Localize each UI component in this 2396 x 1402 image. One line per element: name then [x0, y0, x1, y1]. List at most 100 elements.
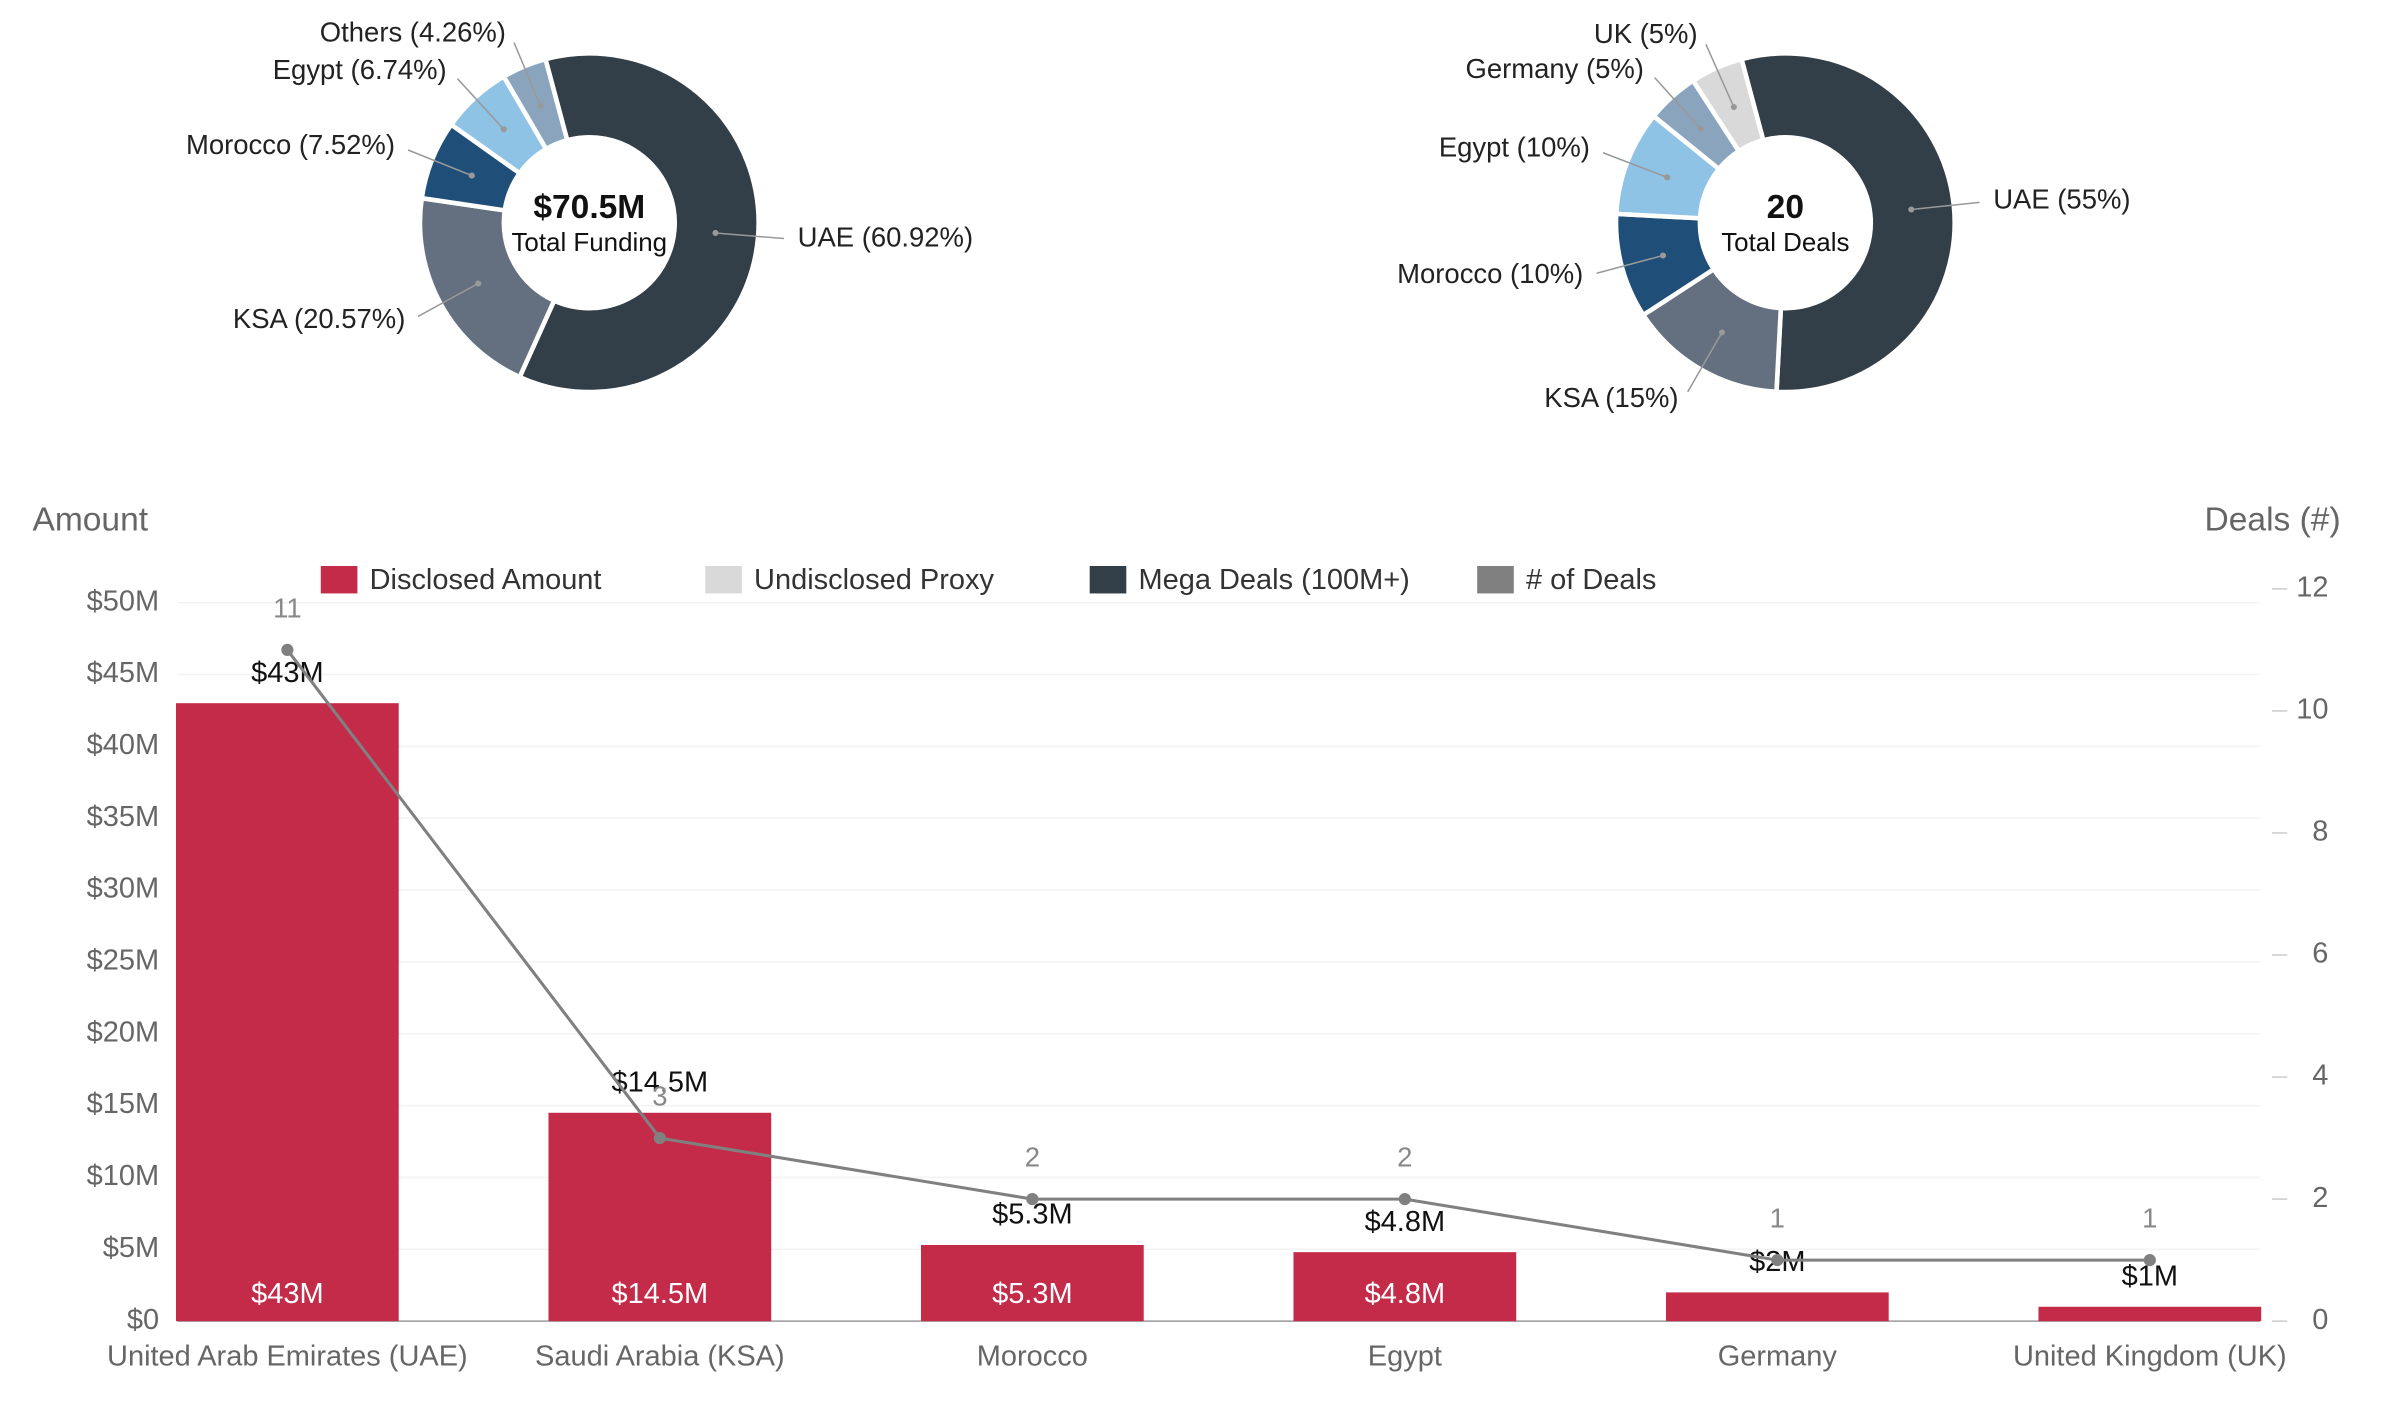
- leader-dot: [1697, 125, 1704, 132]
- leader-dot: [1730, 104, 1737, 111]
- y-tick-label: $20M: [87, 1016, 159, 1048]
- legend-swatch: [1089, 565, 1127, 594]
- y-tick-label: $5M: [103, 1232, 159, 1264]
- y-axis-title: Amount: [32, 502, 148, 539]
- y-tick-label: $25M: [87, 945, 159, 977]
- leader-line: [1911, 201, 1980, 211]
- legend-label: # of Deals: [1526, 564, 1656, 596]
- donut-slice: [417, 195, 558, 381]
- y2-tick-label: 0: [2312, 1304, 2328, 1336]
- x-tick-label: Saudi Arabia (KSA): [535, 1340, 785, 1372]
- bar: [1665, 1292, 1889, 1322]
- center-value: 20: [1767, 189, 1804, 226]
- donut-slice: [500, 56, 570, 153]
- deals-line: [286, 648, 2150, 1262]
- slice-label: Egypt (6.74%): [273, 54, 447, 85]
- donut-slice: [1738, 51, 1957, 395]
- y-tick-label: $30M: [87, 873, 159, 905]
- bar-inner-label: $14.5M: [612, 1278, 709, 1310]
- slice-label: Germany (5%): [1465, 53, 1643, 84]
- y2-tick-label: 12: [2296, 572, 2328, 604]
- y2-tick-label: 8: [2312, 816, 2328, 848]
- leader-dot: [475, 280, 482, 287]
- bar-inner-label: $4.8M: [1365, 1278, 1446, 1310]
- y2-tick-label: 2: [2312, 1182, 2328, 1214]
- leader-line: [456, 78, 505, 130]
- leader-dot: [1659, 252, 1667, 259]
- leader-dot: [468, 172, 475, 179]
- slice-label: Others (4.26%): [320, 16, 506, 47]
- x-tick-label: Morocco: [977, 1340, 1088, 1372]
- legend-swatch: [320, 565, 358, 594]
- leader-dot: [1664, 174, 1671, 181]
- deals-label: 3: [652, 1081, 667, 1112]
- slice-label: Morocco (7.52%): [186, 129, 395, 160]
- bar: [920, 1244, 1144, 1322]
- x-tick-label: United Arab Emirates (UAE): [107, 1340, 468, 1372]
- legend-label: Disclosed Amount: [370, 564, 602, 596]
- bar: [548, 1112, 772, 1322]
- legend-label: Mega Deals (100M+): [1139, 564, 1410, 596]
- deals-point: [1026, 1192, 1039, 1206]
- leader-line: [1705, 44, 1735, 108]
- total-label: $14.5M: [612, 1066, 709, 1098]
- x-tick-label: Germany: [1718, 1340, 1838, 1372]
- deals-point: [653, 1131, 666, 1145]
- bar: [1293, 1252, 1517, 1322]
- deals-label: 2: [1397, 1142, 1412, 1173]
- donut-slice: [1689, 56, 1767, 155]
- deals-point: [2143, 1254, 2156, 1267]
- deals-point: [1398, 1192, 1411, 1206]
- slice-label: Egypt (10%): [1439, 132, 1590, 163]
- legend-swatch: [1477, 565, 1514, 594]
- slice-label: UAE (55%): [1993, 184, 2130, 215]
- y2-tick-label: 10: [2296, 694, 2328, 726]
- leader-dot: [1718, 329, 1726, 336]
- x-tick-label: United Kingdom (UK): [2013, 1340, 2287, 1372]
- bar-inner-label: $43M: [251, 1278, 323, 1310]
- leader-line: [715, 232, 784, 240]
- deals-label: 11: [273, 592, 302, 623]
- deals-point: [281, 643, 294, 656]
- slice-label: KSA (15%): [1544, 382, 1678, 413]
- bar-inner-label: $5.3M: [992, 1278, 1073, 1310]
- legend-label: Undisclosed Proxy: [754, 564, 994, 596]
- slice-label: Morocco (10%): [1397, 258, 1583, 289]
- center-label: Total Deals: [1721, 229, 1849, 257]
- center-label: Total Funding: [511, 229, 667, 257]
- leader-line: [513, 42, 542, 107]
- leader-dot: [537, 102, 544, 109]
- leader-line: [1602, 152, 1668, 179]
- leader-dot: [500, 126, 507, 133]
- leader-line: [1687, 332, 1723, 393]
- slice-label: UAE (60.92%): [798, 222, 973, 253]
- deals-point: [1771, 1254, 1784, 1267]
- y-tick-label: $35M: [87, 801, 159, 833]
- y-tick-label: $40M: [87, 729, 159, 761]
- center-value: $70.5M: [533, 189, 645, 226]
- bar: [175, 703, 399, 1322]
- leader-dot: [1908, 206, 1915, 213]
- y2-tick-label: 4: [2312, 1060, 2328, 1092]
- leader-line: [417, 282, 479, 318]
- y2-axis-title: Deals (#): [2205, 502, 2341, 539]
- y-tick-label: $50M: [87, 585, 159, 617]
- leader-line: [1596, 254, 1664, 275]
- leader-line: [407, 149, 473, 177]
- y-tick-label: $15M: [87, 1088, 159, 1120]
- leader-line: [1654, 77, 1702, 130]
- y-tick-label: $45M: [87, 657, 159, 689]
- leader-dot: [712, 229, 719, 237]
- deals-label: 1: [1770, 1203, 1785, 1234]
- bar: [2038, 1306, 2262, 1322]
- x-tick-label: Egypt: [1368, 1340, 1442, 1372]
- y-tick-label: $0: [127, 1304, 159, 1336]
- y2-tick-label: 6: [2312, 938, 2328, 970]
- donut-slice: [516, 51, 761, 395]
- deals-label: 1: [2142, 1203, 2157, 1234]
- slice-label: KSA (20.57%): [233, 303, 405, 334]
- deals-label: 2: [1025, 1142, 1040, 1173]
- total-label: $4.8M: [1365, 1206, 1446, 1238]
